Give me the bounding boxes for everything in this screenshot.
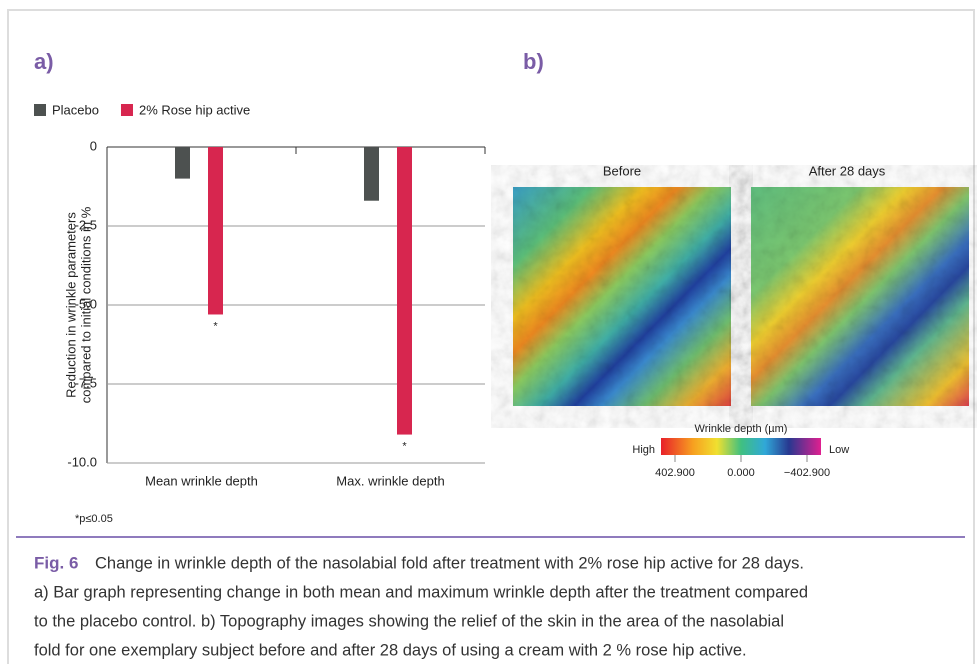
- footnote: *p≤0.05: [75, 513, 113, 525]
- caption-line: fold for one exemplary subject before an…: [34, 641, 747, 659]
- bar: [175, 147, 190, 179]
- colorbar: [661, 438, 821, 455]
- caption-line: a) Bar graph representing change in both…: [34, 583, 808, 601]
- bar: [208, 147, 223, 314]
- bar: [397, 147, 412, 435]
- x-tick-label: Max. wrinkle depth: [336, 473, 444, 488]
- x-tick-label: Mean wrinkle depth: [145, 473, 258, 488]
- panel-label: b): [523, 49, 544, 74]
- caption-label: Fig. 6: [34, 553, 78, 572]
- figure: a) b) Reduction in wrinkle parameters co…: [0, 0, 977, 664]
- image-title: Before: [603, 163, 641, 178]
- y-tick-label: -7.5: [75, 375, 97, 390]
- figure-page: a) b) Reduction in wrinkle parameters co…: [0, 0, 977, 664]
- legend-label: 2% Rose hip active: [139, 102, 250, 117]
- colorbar-tick-label: 0.000: [727, 467, 755, 479]
- y-tick-label: -5.0: [75, 296, 97, 311]
- image-title: After 28 days: [809, 163, 886, 178]
- topography-before: [513, 187, 731, 406]
- significance-marker: *: [402, 440, 407, 452]
- colorbar-end: Low: [829, 444, 849, 456]
- y-tick-label: 0: [90, 138, 97, 153]
- legend-label: Placebo: [52, 102, 99, 117]
- colorbar-end: High: [632, 444, 655, 456]
- panel-label: a): [34, 49, 54, 74]
- significance-marker: *: [213, 320, 218, 332]
- topography-after: [751, 187, 969, 406]
- legend-swatch: [121, 104, 133, 116]
- colorbar-title: Wrinkle depth (µm): [695, 423, 788, 435]
- y-tick-label: -2.5: [75, 217, 97, 232]
- bar: [364, 147, 379, 201]
- caption-line: Change in wrinkle depth of the nasolabia…: [95, 554, 804, 572]
- y-tick-label: -10.0: [67, 454, 97, 469]
- colorbar-tick-label: −402.900: [784, 467, 830, 479]
- legend-swatch: [34, 104, 46, 116]
- colorbar-tick-label: 402.900: [655, 467, 695, 479]
- caption-line: to the placebo control. b) Topography im…: [34, 612, 784, 630]
